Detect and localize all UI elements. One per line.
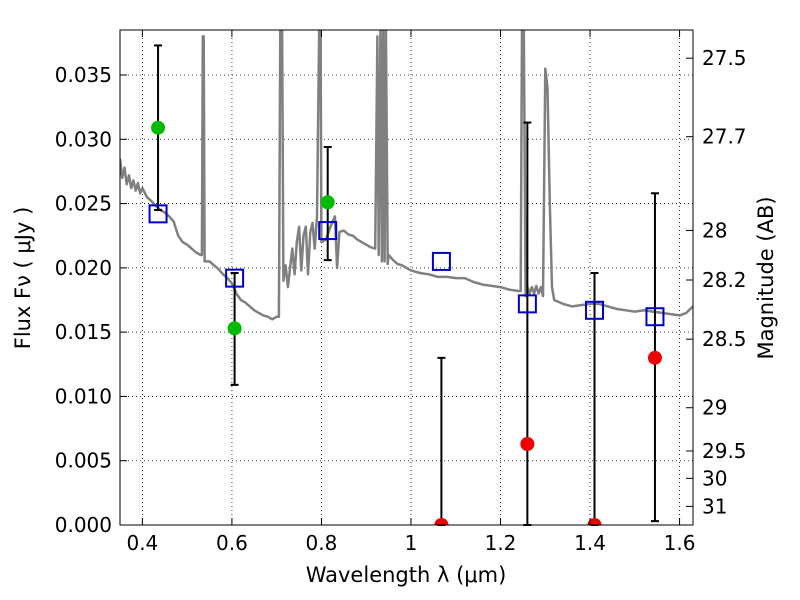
observed-point <box>320 195 335 210</box>
y2-tick-label: 28 <box>702 218 727 242</box>
y-tick-label: 0.025 <box>55 192 112 216</box>
y-tick-label: 0.030 <box>55 127 112 151</box>
y-tick-label: 0.020 <box>55 256 112 280</box>
x-axis-title: Wavelength λ (μm) <box>306 563 507 587</box>
model-sed-layer <box>120 30 693 321</box>
y2-tick-label: 31 <box>702 494 727 518</box>
x-tick-label: 0.6 <box>216 531 248 555</box>
model-band-square <box>517 294 537 314</box>
model-band-square <box>318 221 338 241</box>
y-tick-label: 0.015 <box>55 320 112 344</box>
model-band-square <box>431 251 451 271</box>
y2-tick-label: 28.2 <box>702 268 747 292</box>
observed-point <box>587 518 602 525</box>
y-tick-label: 0.035 <box>55 63 112 87</box>
grid <box>120 30 693 526</box>
x-tick-label: 1.4 <box>574 531 606 555</box>
y2-tick-label: 28.5 <box>702 327 747 351</box>
x-tick-label: 1.6 <box>664 531 696 555</box>
y-tick-label: 0.000 <box>55 513 112 537</box>
observed-point <box>227 321 242 336</box>
y2-tick-label: 29.5 <box>702 439 747 463</box>
y2-tick-label: 27.5 <box>702 46 747 70</box>
model-band-points <box>148 204 665 327</box>
model-band-square <box>148 204 168 224</box>
y-tick-label: 0.005 <box>55 449 112 473</box>
observed-point <box>434 518 449 525</box>
ticks <box>120 30 693 526</box>
observed-point <box>647 350 662 365</box>
x-tick-label: 0.4 <box>126 531 158 555</box>
observed-point <box>151 120 166 135</box>
x-tick-label: 1 <box>405 531 418 555</box>
plot-background <box>120 30 693 525</box>
observed-points <box>151 120 662 525</box>
tick-labels: 0.4 0.6 0.8 1 1.2 1.4 1.6 0.000 0.005 0.010 0.015 0… <box>55 46 747 555</box>
x-tick-label: 0.8 <box>306 531 338 555</box>
model-band-square <box>585 300 605 320</box>
x-tick-label: 1.2 <box>485 531 517 555</box>
plot-frame <box>119 29 694 526</box>
y2-tick-label: 30 <box>702 466 727 490</box>
y-tick-label: 0.010 <box>55 384 112 408</box>
y2-axis-title: Magnitude (AB) <box>754 196 778 359</box>
y2-tick-label: 27.7 <box>702 125 747 149</box>
model-sed-line <box>120 30 693 321</box>
y-axis-title: Flux Fν ( μJy ) <box>11 207 35 350</box>
y2-tick-label: 29 <box>702 396 727 420</box>
observed-point <box>520 437 535 451</box>
model-band-square <box>225 268 245 288</box>
model-band-square <box>645 307 665 327</box>
